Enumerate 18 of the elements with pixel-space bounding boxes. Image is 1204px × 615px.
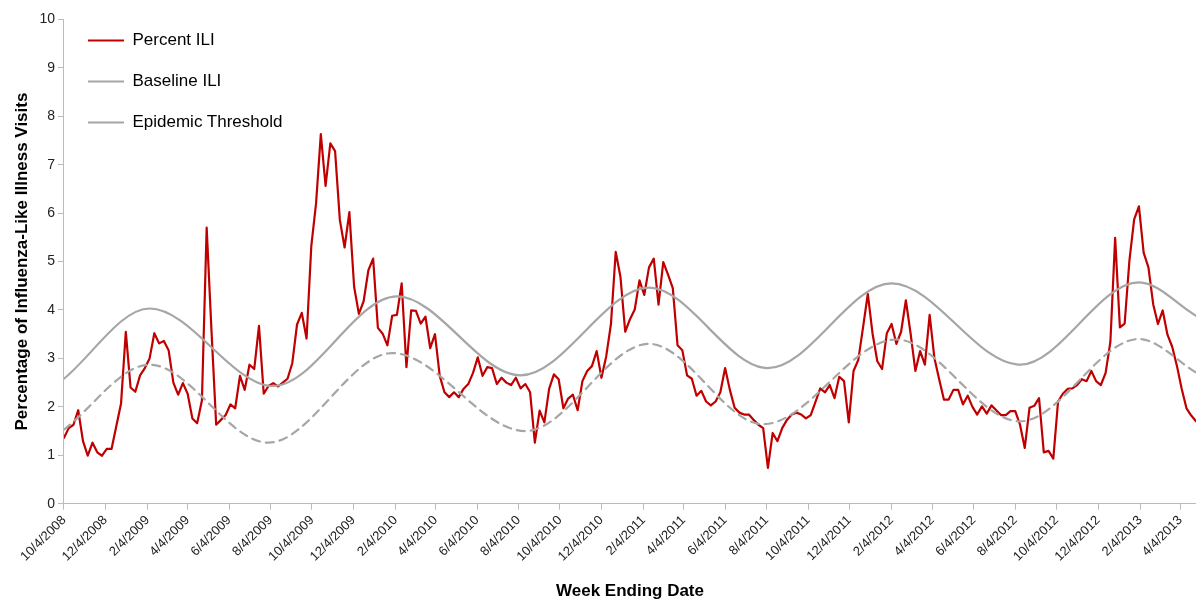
y-tick-label: 0 <box>47 494 56 511</box>
y-tick-label: 9 <box>47 58 56 75</box>
y-tick-label: 7 <box>47 155 56 172</box>
x-axis-title: Week Ending Date <box>555 581 704 601</box>
y-tick-label: 10 <box>39 10 56 27</box>
legend-label: Baseline ILI <box>132 71 222 91</box>
y-tick-label: 3 <box>47 349 56 366</box>
line-series <box>63 281 1196 388</box>
legend-label: Percent ILI <box>132 30 215 50</box>
y-tick-label: 6 <box>47 203 56 220</box>
y-axis-title: Percentage of Influenza-Like Illness Visits <box>11 92 31 431</box>
y-tick-label: 5 <box>47 252 56 269</box>
line-series <box>63 337 1196 444</box>
legend-label: Epidemic Threshold <box>132 112 283 132</box>
y-tick-label: 8 <box>47 107 56 124</box>
y-tick-label: 2 <box>47 397 56 414</box>
y-tick-label: 1 <box>47 446 56 463</box>
y-tick-label: 4 <box>47 300 56 317</box>
